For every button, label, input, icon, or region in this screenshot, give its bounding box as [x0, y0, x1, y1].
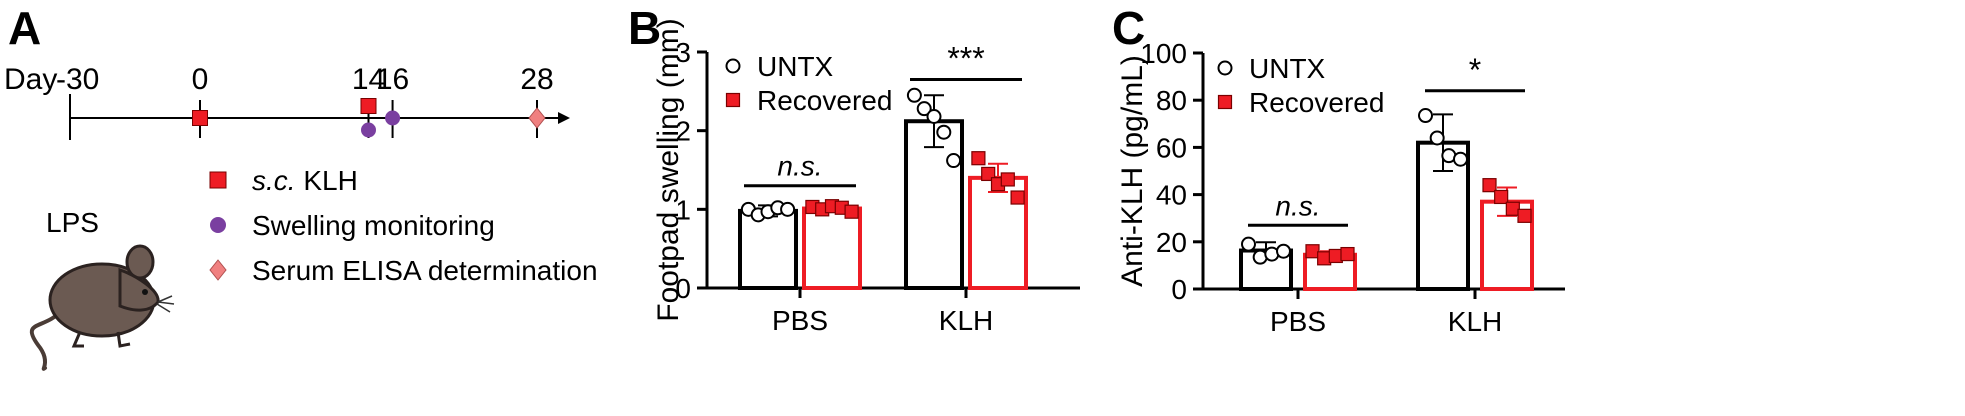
- y-tick-label: 1: [675, 194, 691, 225]
- y-tick-label: 20: [1156, 227, 1187, 258]
- data-point: [1482, 178, 1497, 193]
- timeline-legend: s.c. KLH Swelling monitoring Serum ELISA d…: [209, 165, 598, 286]
- y-tick-label: 0: [675, 273, 691, 304]
- data-point: [1340, 246, 1355, 262]
- panel-c-letter: C: [1112, 2, 1145, 54]
- swelling-marker: [361, 122, 376, 138]
- y-tick-label: 0: [1171, 274, 1187, 305]
- klh-marker: [192, 110, 208, 126]
- significance-label: n.s.: [777, 151, 822, 182]
- legend-klh-marker: [209, 171, 227, 189]
- elisa-marker: [528, 107, 546, 129]
- data-point: [1328, 248, 1343, 264]
- data-point: [1276, 243, 1291, 259]
- legend-marker: [1217, 94, 1233, 110]
- timeline-arrow-icon: [558, 112, 570, 124]
- day-label: Day: [4, 63, 57, 96]
- significance-label: *: [1469, 52, 1481, 88]
- mouse-icon: [29, 244, 175, 371]
- legend-label: UNTX: [1249, 53, 1326, 84]
- x-tick-label: PBS: [772, 305, 828, 336]
- swelling-marker: [385, 110, 401, 126]
- y-tick-label: 80: [1156, 85, 1187, 116]
- data-point: [1517, 208, 1532, 223]
- data-point: [1010, 190, 1025, 205]
- timeline-day-label: 16: [376, 63, 409, 96]
- panel-b-letter: B: [628, 2, 661, 54]
- significance-label: n.s.: [1275, 190, 1320, 221]
- data-point: [1418, 108, 1433, 124]
- legend-prefix: s.c.: [252, 165, 296, 196]
- legend-marker: [725, 92, 741, 108]
- legend-klh-label: s.c. KLH: [252, 165, 358, 196]
- legend-marker: [725, 58, 741, 74]
- data-point: [1305, 244, 1320, 259]
- panel-a-letter: A: [8, 2, 41, 54]
- y-tick-label: 100: [1140, 38, 1187, 69]
- data-point: [1453, 151, 1468, 167]
- legend-label: Recovered: [1249, 87, 1384, 118]
- y-axis-label: Footpad swelling (mm): [652, 18, 685, 321]
- data-point: [916, 101, 932, 117]
- legend-elisa-label: Serum ELISA determination: [252, 255, 598, 286]
- legend-text: KLH: [296, 165, 358, 196]
- data-point: [936, 124, 952, 140]
- legend-swelling-label: Swelling monitoring: [252, 210, 495, 241]
- data-point: [1494, 189, 1509, 205]
- data-point: [946, 153, 962, 169]
- legend-label: Recovered: [757, 85, 892, 116]
- lps-label: LPS: [46, 207, 99, 238]
- legend-text: Serum ELISA determination: [252, 255, 598, 286]
- data-point: [844, 204, 859, 219]
- data-point: [1241, 236, 1256, 252]
- data-point: [906, 87, 922, 103]
- x-tick-label: KLH: [939, 305, 993, 336]
- data-point: [1000, 172, 1015, 187]
- bar: [802, 206, 862, 290]
- bar: [738, 208, 798, 290]
- timeline-day-label: 28: [520, 63, 553, 96]
- data-point: [971, 151, 986, 166]
- legend-elisa-marker: [209, 259, 227, 281]
- klh-injection-marker: [360, 98, 377, 114]
- timeline-day-label: 14: [352, 63, 385, 96]
- timeline-day-label: -30: [56, 63, 99, 96]
- data-point: [1317, 251, 1332, 266]
- data-point: [926, 109, 942, 125]
- y-tick-label: 60: [1156, 132, 1187, 163]
- y-tick-label: 40: [1156, 180, 1187, 211]
- timeline-day-label: 0: [192, 63, 209, 96]
- y-tick-label: 2: [675, 116, 691, 147]
- y-axis-label: Anti-KLH (pg/mL): [1116, 55, 1149, 287]
- significance-label: ***: [947, 41, 984, 77]
- legend-marker: [1217, 60, 1233, 76]
- data-point: [1505, 201, 1520, 216]
- legend-label: UNTX: [757, 51, 834, 82]
- data-point: [1429, 130, 1445, 146]
- y-tick-label: 3: [675, 37, 691, 68]
- x-tick-label: PBS: [1270, 306, 1326, 337]
- x-tick-label: KLH: [1448, 306, 1502, 337]
- legend-swelling-marker: [210, 217, 226, 233]
- legend-text: Swelling monitoring: [252, 210, 495, 241]
- data-point: [780, 201, 796, 217]
